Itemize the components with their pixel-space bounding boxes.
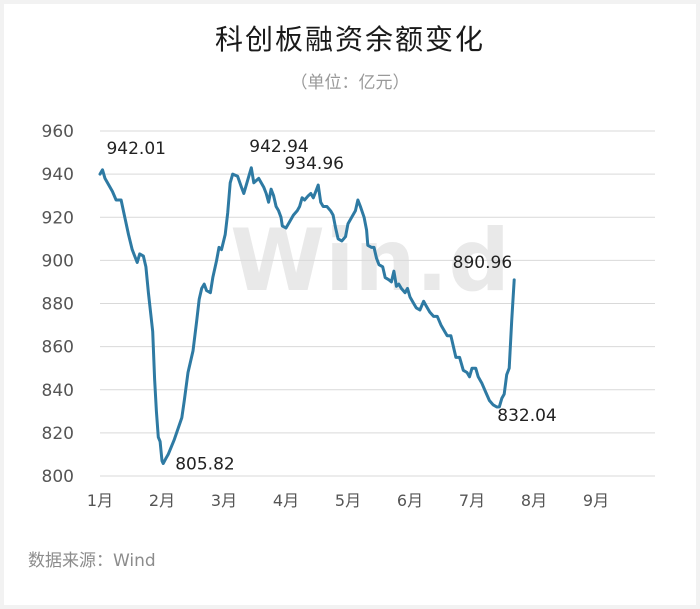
data-label: 890.96 [453,253,512,273]
data-source: 数据来源：Wind [28,551,156,571]
chart-card: 科创板融资余额变化 （单位：亿元） 数据来源：Wind [4,4,696,605]
data-label: 942.94 [249,137,308,157]
x-tick-label: 4月 [273,491,299,510]
y-tick-label: 880 [42,295,74,315]
data-label: 805.82 [175,454,234,474]
y-tick-label: 800 [42,467,74,487]
chart-subtitle: （单位：亿元） [290,73,410,93]
x-tick-label: 5月 [335,491,361,510]
chart-title: 科创板融资余额变化 [214,23,485,56]
x-tick-label: 9月 [583,491,609,510]
data-label: 832.04 [497,406,556,426]
y-tick-label: 940 [42,165,74,185]
x-tick-label: 6月 [397,491,423,510]
watermark: Win.d [230,211,510,311]
series-line [98,166,516,465]
y-tick-label: 820 [42,424,74,444]
y-tick-label: 860 [42,338,74,358]
data-label: 934.96 [284,154,343,174]
y-tick-label: 900 [42,251,74,271]
y-tick-label: 960 [42,122,74,142]
x-tick-label: 2月 [149,491,175,510]
x-tick-label: 3月 [211,491,237,510]
x-tick-label: 7月 [459,491,485,510]
y-tick-label: 840 [42,381,74,401]
x-tick-label: 1月 [87,491,113,510]
y-tick-label: 920 [42,208,74,228]
x-tick-label: 8月 [521,491,547,510]
data-label: 942.01 [106,139,165,159]
